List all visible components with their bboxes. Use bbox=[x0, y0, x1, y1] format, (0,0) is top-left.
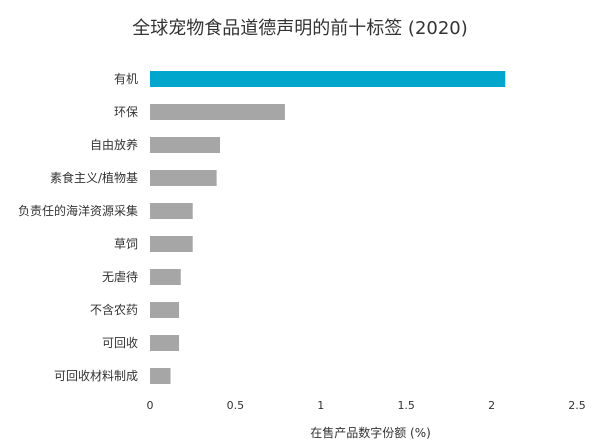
x-axis-title: 在售产品数字份额 (%) bbox=[310, 425, 431, 440]
category-label-8: 可回收 bbox=[102, 336, 138, 350]
bar-8 bbox=[150, 335, 180, 351]
bar-1 bbox=[150, 104, 285, 120]
category-label-1: 环保 bbox=[114, 105, 138, 119]
category-label-6: 无虐待 bbox=[102, 270, 138, 284]
x-tick-label-0: 0 bbox=[147, 399, 154, 412]
category-label-5: 草饲 bbox=[114, 237, 138, 251]
category-label-0: 有机 bbox=[114, 72, 138, 86]
category-label-3: 素食主义/植物基 bbox=[50, 170, 138, 185]
x-tick-label-5: 2.5 bbox=[568, 399, 586, 412]
bar-9 bbox=[150, 368, 171, 384]
bar-7 bbox=[150, 302, 180, 318]
x-tick-label-1: 0.5 bbox=[227, 399, 245, 412]
x-tick-label-2: 1 bbox=[317, 399, 324, 412]
bar-5 bbox=[150, 236, 193, 252]
bar-6 bbox=[150, 269, 181, 285]
category-label-4: 负责任的海洋资源采集 bbox=[18, 203, 138, 218]
category-label-9: 可回收材料制成 bbox=[54, 369, 138, 383]
bar-4 bbox=[150, 203, 193, 219]
bar-0 bbox=[150, 71, 506, 87]
category-label-7: 不含农药 bbox=[90, 302, 138, 317]
category-label-2: 自由放养 bbox=[90, 137, 138, 152]
bar-3 bbox=[150, 170, 217, 186]
chart-title: 全球宠物食品道德声明的前十标签 (2020) bbox=[132, 18, 468, 39]
x-tick-label-4: 2 bbox=[488, 399, 495, 412]
x-tick-label-3: 1.5 bbox=[397, 399, 415, 412]
bar-2 bbox=[150, 137, 221, 153]
